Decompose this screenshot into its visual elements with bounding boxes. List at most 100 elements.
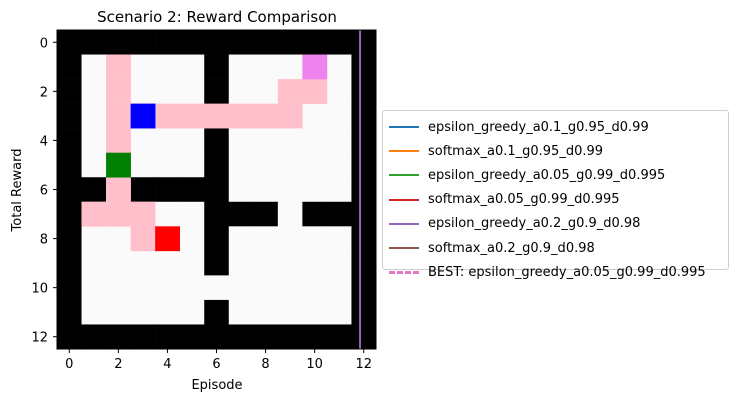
open-cell <box>228 226 254 252</box>
x-tick-label: 0 <box>65 357 73 372</box>
wall-cell <box>57 30 82 55</box>
path-cell <box>106 128 131 153</box>
path-cell <box>155 103 180 129</box>
wall-cell <box>351 30 377 55</box>
open-cell <box>326 152 352 178</box>
open-cell <box>179 152 205 178</box>
path-cell <box>179 103 205 129</box>
open-cell <box>302 128 328 153</box>
wall-cell <box>204 79 230 104</box>
wall-cell <box>351 250 377 276</box>
open-cell <box>179 275 205 301</box>
open-cell <box>253 152 279 178</box>
open-cell <box>155 250 180 276</box>
wall-cell <box>351 54 377 80</box>
y-tick-label: 12 <box>31 331 48 346</box>
open-cell <box>155 152 180 178</box>
open-cell <box>81 299 107 325</box>
wall-cell <box>351 128 377 153</box>
wall-cell <box>277 324 303 350</box>
open-cell <box>326 103 352 129</box>
y-axis-ticks: 0 2 4 6 8 10 12 <box>31 36 57 346</box>
x-tick-label: 10 <box>306 357 323 372</box>
end-cell <box>155 226 180 252</box>
open-cell <box>302 226 328 252</box>
wall-cell <box>57 201 82 227</box>
marker-cells <box>106 54 328 252</box>
open-cell <box>106 299 131 325</box>
legend-swatch <box>389 222 419 225</box>
open-cell <box>326 177 352 203</box>
legend-label: epsilon_greedy_a0.1_g0.95_d0.99 <box>428 119 649 135</box>
open-cell <box>277 226 303 252</box>
legend-label: softmax_a0.05_g0.99_d0.995 <box>428 192 620 208</box>
path-cell <box>130 226 156 252</box>
wall-cell <box>326 201 352 227</box>
open-cell <box>106 250 131 276</box>
open-cell <box>228 54 254 80</box>
open-cell <box>253 226 279 252</box>
legend-label: softmax_a0.1_g0.95_d0.99 <box>428 143 604 159</box>
x-axis-ticks: 0 2 4 6 8 10 12 <box>65 349 372 372</box>
wall-cell <box>81 30 107 55</box>
legend: epsilon_greedy_a0.1_g0.95_d0.99 softmax_a… <box>382 110 729 280</box>
wall-cell <box>106 324 131 350</box>
wall-cell <box>81 177 107 203</box>
path-cell <box>81 201 107 227</box>
goal-cell <box>302 54 328 80</box>
wall-cell <box>57 250 82 276</box>
path-cell <box>228 103 254 129</box>
open-cell <box>155 201 180 227</box>
open-cell <box>277 54 303 80</box>
path-cell <box>277 79 303 104</box>
open-cell <box>326 79 352 104</box>
wall-cell <box>351 275 377 301</box>
open-cell <box>253 177 279 203</box>
start-cell <box>130 103 156 129</box>
legend-label: epsilon_greedy_a0.2_g0.9_d0.98 <box>428 216 641 232</box>
wall-cell <box>57 79 82 104</box>
wall-cell <box>277 30 303 55</box>
wall-cell <box>204 324 230 350</box>
wall-cell <box>351 299 377 325</box>
open-cell <box>130 250 156 276</box>
path-cell <box>106 177 131 203</box>
legend-item: BEST: epsilon_greedy_a0.05_g0.99_d0.995 <box>389 260 728 284</box>
legend-item: softmax_a0.05_g0.99_d0.995 <box>389 188 728 212</box>
wall-cell <box>155 177 180 203</box>
wall-cell <box>351 226 377 252</box>
wall-cell <box>57 128 82 153</box>
x-tick-label: 2 <box>114 357 122 372</box>
legend-swatch <box>389 198 419 201</box>
open-cell <box>277 177 303 203</box>
path-cell <box>106 54 131 80</box>
x-axis-label: Episode <box>191 378 242 393</box>
path-cell <box>106 79 131 104</box>
wall-cell <box>228 30 254 55</box>
open-cell <box>253 275 279 301</box>
legend-item: softmax_a0.1_g0.95_d0.99 <box>389 139 728 163</box>
path-cell <box>106 201 131 227</box>
open-cell <box>302 177 328 203</box>
wall-cell <box>204 30 230 55</box>
path-cell <box>204 103 230 129</box>
open-cell <box>253 299 279 325</box>
open-cell <box>228 79 254 104</box>
x-tick-label: 4 <box>163 357 171 372</box>
wall-cell <box>130 177 156 203</box>
wall-cell <box>351 324 377 350</box>
open-cell <box>81 152 107 178</box>
wall-cell <box>204 299 230 325</box>
open-cell <box>179 201 205 227</box>
open-cell <box>253 250 279 276</box>
y-tick-label: 4 <box>40 134 48 149</box>
wall-cell <box>179 30 205 55</box>
wall-cell <box>155 324 180 350</box>
legend-label: epsilon_greedy_a0.05_g0.99_d0.995 <box>428 167 666 183</box>
open-cell <box>81 250 107 276</box>
open-cell <box>155 275 180 301</box>
open-cell <box>130 128 156 153</box>
open-cell <box>277 299 303 325</box>
open-cell <box>155 54 180 80</box>
open-cell <box>253 79 279 104</box>
